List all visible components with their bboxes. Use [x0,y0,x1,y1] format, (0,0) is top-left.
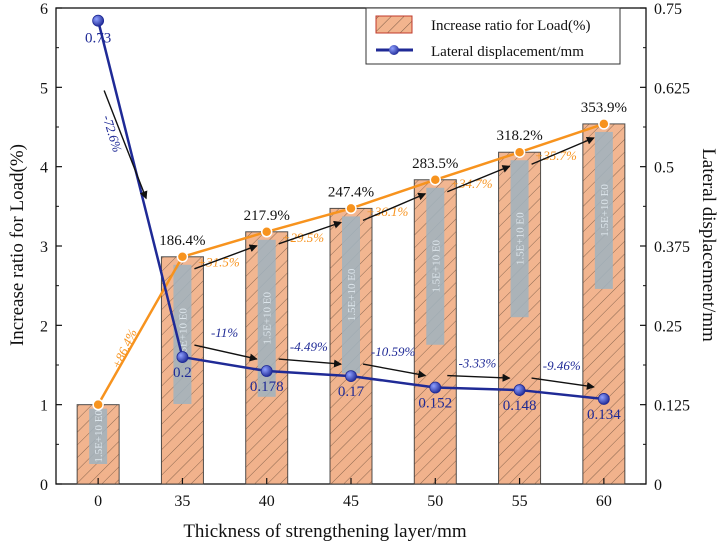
y-left-tick-label: 2 [40,318,48,335]
load-trend-marker [92,398,104,411]
bar-value-label: 217.9% [244,208,290,224]
x-tick-label: 55 [512,493,528,510]
load-step-arrow [278,220,342,245]
bar-label-box [510,160,529,318]
displacement-step-arrow [194,344,258,362]
x-tick-label: 60 [596,493,612,510]
x-tick-label: 45 [343,493,359,510]
bars-layer: 1.5E+10 E0 1.5E+10 E0 186.4% 1.5E+10 E0 217.… [76,100,627,485]
y-right-tick-label: 0.625 [654,80,690,97]
bar-value-label: 318.2% [496,128,542,144]
bar-value-label: 353.9% [581,100,627,116]
bar-inner-label: 1.5E+10 E0 [430,239,442,292]
y-left-tick-label: 5 [40,80,48,97]
y-right-tick-label: 0.75 [654,1,682,18]
y-right-tick-label: 0.5 [654,160,674,177]
displacement-marker [176,351,189,363]
bar-value-label: 186.4% [159,233,205,249]
y-left-tick-label: 6 [40,1,48,18]
displacement-value-label: 0.178 [250,379,284,395]
load-change-label: +86.4% [108,326,140,371]
displacement-marker [513,384,526,396]
load-step-arrow [531,136,595,165]
load-change-label: +31.5% [197,254,240,269]
load-trend-marker [513,146,526,158]
y-left-tick-label: 4 [40,160,48,177]
y-left-tick-label: 1 [40,398,48,415]
bar-label-box [594,131,613,289]
y-axis-left-title: Increase ratio for Load(%) [7,144,28,346]
displacement-change-label: -3.33% [458,356,496,371]
bar-label-box [257,239,276,397]
y-right-tick-label: 0.375 [654,239,690,256]
load-trend-marker [176,251,189,263]
load-change-label: +35.7% [535,148,578,163]
displacement-marker [260,365,273,377]
x-tick-label: 0 [94,493,102,510]
load-step-arrow [447,165,511,193]
displacement-change-label: -9.46% [543,358,581,373]
displacement-step-arrow [531,377,595,390]
bar-label-box [426,187,445,345]
load-trend-marker [429,174,442,186]
displacement-layer: 0.730.20.178 0.170.152 0.1480.134-72.6%-11… [85,14,621,423]
displacement-drop-arrow [103,90,148,200]
displacement-value-label: 0.148 [503,398,537,414]
y-left-tick-label: 3 [40,239,48,256]
displacement-change-label: -11% [211,325,238,340]
x-tick-label: 50 [427,493,443,510]
displacement-step-arrow [362,363,427,379]
y-left-tick-label: 0 [40,477,48,494]
bar-inner-label: 1.5E+10 E0 [599,184,611,237]
load-step-arrow [194,244,258,270]
displacement-value-label: 0.17 [338,384,365,400]
bar-inner-label: 1.5E+10 E0 [93,410,105,463]
displacement-step-arrow [447,373,511,382]
displacement-change-label: -10.59% [371,344,416,359]
load-step-arrow [362,192,427,222]
displacement-marker [597,393,610,405]
x-tick-label: 35 [174,493,190,510]
y-right-tick-label: 0.25 [654,318,682,335]
bar-label-box [89,408,108,464]
displacement-marker [345,370,357,383]
legend-line-marker [389,45,399,55]
legend: Increase ratio for Load(%) Lateral displ… [365,7,621,65]
arrows-layer [103,90,595,390]
bar-inner-label: 1.5E+10 E0 [515,212,527,265]
displacement-value-label: 0.152 [418,396,452,412]
x-tick-label: 40 [259,493,275,510]
legend-bar-label: Increase ratio for Load(%) [431,18,591,34]
displacement-step-arrow [278,358,342,368]
displacement-change-label: -4.49% [290,339,328,354]
bar-inner-label: 1.5E+10 E0 [346,268,358,321]
legend-line-label: Lateral displacement/mm [431,44,584,60]
x-axis-title: Thickness of strengthening layer/mm [183,521,467,542]
displacement-value-label: 0.2 [173,365,192,381]
bar-inner-label: 1.5E+10 E0 [262,291,274,344]
load-trend-marker [598,118,610,130]
load-trend-marker [260,226,273,238]
y-axis-right-title: Lateral displacement/mm [698,148,719,342]
bar-value-label: 283.5% [412,156,458,172]
load-change-label: +34.7% [450,176,493,191]
bar-label-box [342,216,360,374]
displacement-marker [92,14,105,27]
bar-value-label: 247.4% [328,184,374,200]
displacement-value-label: 0.73 [85,31,111,47]
load-change-label: +29.5% [282,230,325,245]
legend-bar-swatch [375,15,413,34]
displacement-marker [429,381,442,394]
y-right-tick-label: 0 [654,477,662,494]
load-trend-marker [345,202,357,215]
y-right-tick-label: 0.125 [654,398,690,415]
displacement-value-label: 0.134 [587,407,621,423]
bar-label-box [173,264,192,404]
